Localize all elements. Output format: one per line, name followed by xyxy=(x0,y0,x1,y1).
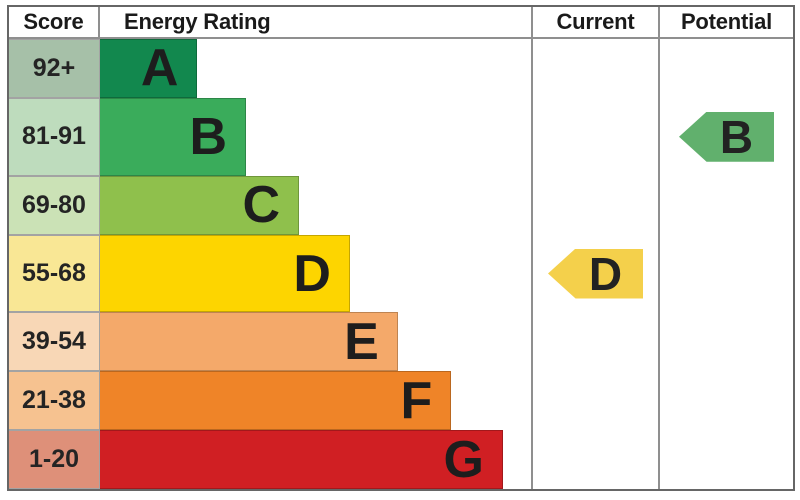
header-energy-rating: Energy Rating xyxy=(100,7,533,37)
potential-cell-a xyxy=(660,39,793,98)
band-bar-a: A xyxy=(100,39,198,98)
band-letter-a: A xyxy=(140,39,179,98)
score-cell-f: 21-38 xyxy=(9,371,100,431)
potential-cell-f xyxy=(660,371,793,430)
header-current: Current xyxy=(533,7,660,37)
energy-cell-g: G xyxy=(100,430,533,490)
energy-cell-d: D xyxy=(100,234,533,313)
band-letter-d: D xyxy=(293,244,331,303)
energy-cell-c: C xyxy=(100,175,533,235)
score-cell-d: 55-68 xyxy=(9,234,100,313)
band-bar-e: E xyxy=(100,312,398,372)
band-letter-g: G xyxy=(443,430,484,489)
header-score: Score xyxy=(9,7,100,37)
header-row: Score Energy Rating Current Potential xyxy=(9,7,793,39)
band-row-a: 92+ A xyxy=(9,39,793,98)
band-bar-f: F xyxy=(100,371,452,431)
potential-cell-c xyxy=(660,176,793,235)
energy-cell-e: E xyxy=(100,312,533,372)
current-cell-d: D xyxy=(533,234,660,313)
energy-cell-f: F xyxy=(100,371,533,431)
band-bar-b: B xyxy=(100,97,247,176)
band-row-c: 69-80 C xyxy=(9,175,793,235)
score-cell-e: 39-54 xyxy=(9,312,100,372)
potential-arrow-letter: B xyxy=(719,110,754,163)
band-bar-c: C xyxy=(100,175,300,235)
band-row-f: 21-38 F xyxy=(9,371,793,431)
band-row-g: 1-20 G xyxy=(9,430,793,490)
score-cell-b: 81-91 xyxy=(9,97,100,176)
current-cell-a xyxy=(533,39,660,98)
header-potential: Potential xyxy=(680,9,773,34)
band-letter-f: F xyxy=(400,371,433,430)
energy-cell-a: A xyxy=(100,39,533,98)
band-row-e: 39-54 E xyxy=(9,312,793,372)
potential-cell-g xyxy=(660,430,793,489)
current-cell-f xyxy=(533,371,660,431)
current-arrow: D xyxy=(548,247,643,300)
band-bar-g: G xyxy=(100,430,503,490)
band-letter-c: C xyxy=(242,176,281,235)
score-cell-a: 92+ xyxy=(9,39,100,98)
potential-arrow: B xyxy=(679,110,774,163)
potential-cell-d xyxy=(660,235,793,313)
potential-cell-b: B xyxy=(660,98,793,176)
energy-cell-b: B xyxy=(100,97,533,176)
score-cell-c: 69-80 xyxy=(9,175,100,235)
current-arrow-letter: D xyxy=(588,247,623,300)
current-cell-g xyxy=(533,430,660,490)
potential-cell-e xyxy=(660,312,793,371)
band-row-d: 55-68 D D xyxy=(9,234,793,313)
band-letter-e: E xyxy=(344,312,379,371)
band-letter-b: B xyxy=(189,107,228,166)
band-row-b: 81-91 B B xyxy=(9,97,793,176)
score-cell-g: 1-20 xyxy=(9,430,100,490)
band-bar-d: D xyxy=(100,234,350,313)
current-cell-e xyxy=(533,312,660,372)
current-cell-c xyxy=(533,175,660,235)
epc-table: Score Energy Rating Current Potential 92… xyxy=(7,5,795,491)
current-cell-b xyxy=(533,97,660,176)
